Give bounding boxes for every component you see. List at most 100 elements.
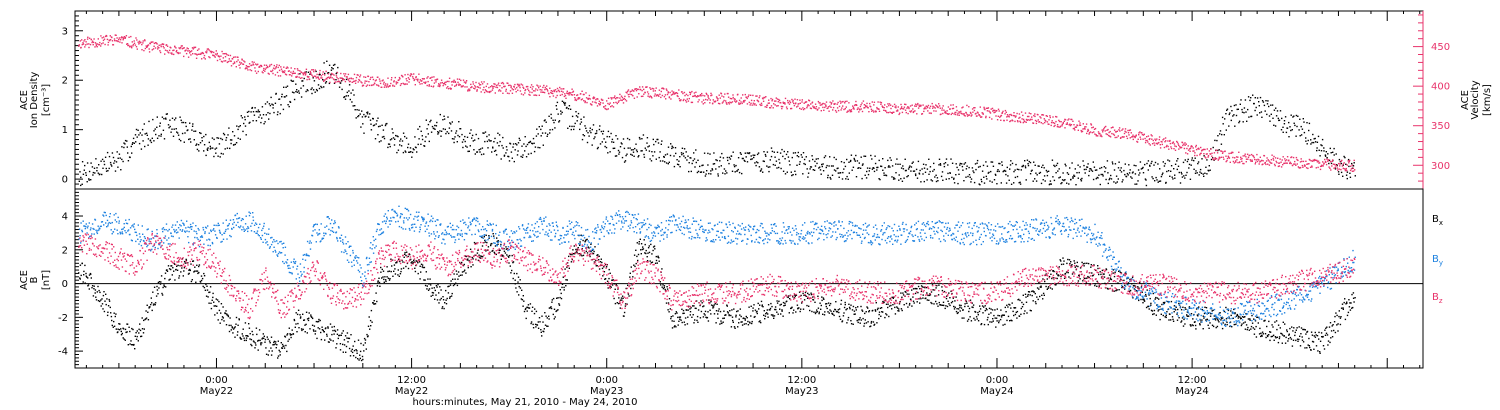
velocity-point	[1350, 165, 1352, 167]
bx-point	[249, 333, 251, 335]
velocity-point	[740, 97, 742, 99]
bx-point	[535, 310, 538, 313]
bx-point	[185, 258, 187, 261]
bx-point	[238, 318, 240, 320]
velocity-point	[1259, 161, 1261, 163]
velocity-point	[363, 76, 365, 78]
velocity-point	[1024, 112, 1027, 114]
velocity-point	[378, 78, 381, 80]
density-point	[709, 153, 711, 155]
bx-point	[427, 289, 430, 291]
density-point	[111, 165, 113, 167]
density-point	[889, 166, 891, 168]
velocity-point	[1333, 167, 1335, 169]
density-point	[246, 111, 249, 113]
velocity-point	[1052, 122, 1054, 124]
bx-point	[100, 299, 102, 301]
bx-point	[523, 300, 525, 302]
velocity-point	[528, 93, 530, 96]
velocity-point	[299, 70, 301, 72]
density-point	[1016, 175, 1019, 178]
velocity-point	[313, 70, 315, 73]
velocity-point	[1061, 125, 1063, 127]
velocity-point	[577, 97, 580, 99]
bx-point	[257, 349, 259, 351]
density-point	[1179, 182, 1182, 184]
velocity-point	[173, 53, 175, 56]
bx-point	[219, 322, 221, 324]
bx-point	[333, 325, 335, 328]
velocity-point	[572, 90, 575, 92]
density-point	[550, 113, 552, 116]
velocity-point	[442, 84, 444, 87]
density-point	[348, 90, 350, 92]
density-point	[697, 170, 700, 173]
velocity-point	[347, 79, 350, 81]
density-point	[300, 87, 302, 89]
velocity-point	[1122, 128, 1124, 130]
density-point	[905, 169, 907, 172]
velocity-point	[193, 47, 196, 49]
density-point	[925, 164, 927, 166]
velocity-point	[507, 82, 509, 84]
velocity-point	[457, 81, 459, 83]
bx-point	[176, 265, 178, 267]
velocity-point	[790, 107, 792, 110]
velocity-point	[970, 112, 972, 115]
velocity-point	[613, 102, 615, 104]
density-point	[806, 168, 808, 170]
velocity-point	[428, 85, 430, 87]
velocity-point	[863, 104, 866, 106]
velocity-point	[107, 44, 109, 46]
density-point	[719, 156, 722, 158]
bx-point	[357, 358, 359, 360]
bx-point	[349, 355, 352, 357]
density-point	[1060, 182, 1062, 185]
density-point	[726, 172, 728, 174]
density-point	[753, 156, 755, 159]
velocity-point	[1164, 141, 1166, 143]
velocity-point	[329, 76, 332, 79]
bx-point	[114, 315, 116, 318]
density-point	[469, 145, 471, 147]
velocity-point	[407, 77, 410, 79]
density-point	[732, 151, 734, 153]
velocity-point	[1045, 120, 1047, 122]
density-point	[898, 174, 900, 176]
velocity-point	[277, 75, 280, 77]
density-point	[326, 72, 329, 74]
density-point	[1149, 165, 1151, 167]
density-point	[286, 85, 289, 87]
density-point	[177, 134, 180, 136]
velocity-point	[697, 95, 699, 97]
velocity-point	[372, 78, 375, 81]
density-point	[133, 142, 135, 144]
density-point	[953, 178, 955, 180]
density-point	[883, 174, 885, 176]
velocity-point	[164, 53, 166, 55]
velocity-point	[1326, 158, 1328, 160]
density-point	[544, 119, 546, 121]
bx-point	[385, 280, 387, 283]
bx-point	[435, 284, 438, 287]
density-point	[187, 129, 189, 131]
bx-point	[488, 237, 490, 239]
velocity-point	[465, 81, 467, 83]
bx-point	[241, 333, 243, 335]
velocity-point	[1127, 132, 1130, 134]
density-point	[126, 140, 128, 142]
velocity-point	[202, 52, 205, 55]
density-point	[487, 147, 489, 149]
density-point	[1010, 160, 1012, 162]
velocity-point	[479, 87, 481, 89]
bx-point	[331, 326, 333, 328]
velocity-point	[845, 106, 847, 108]
velocity-point	[625, 91, 627, 93]
density-point	[1003, 169, 1006, 172]
density-point	[377, 117, 379, 119]
bx-point	[107, 305, 110, 307]
velocity-point	[1132, 134, 1134, 136]
velocity-point	[385, 86, 388, 88]
velocity-point	[1267, 163, 1269, 165]
velocity-point	[490, 90, 492, 93]
